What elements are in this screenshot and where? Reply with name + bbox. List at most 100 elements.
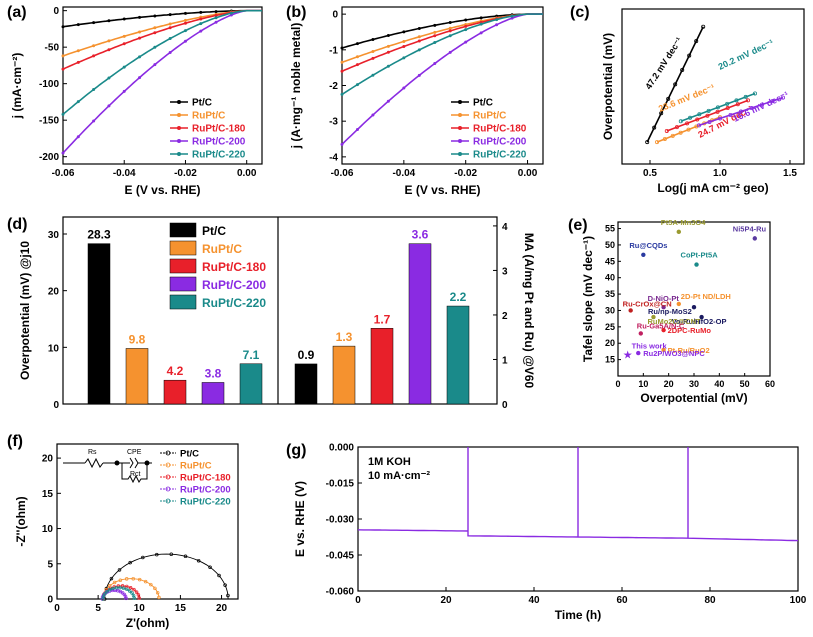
panel-a-series-marker <box>61 112 65 116</box>
panel-b-legend-label: Pt/C <box>473 98 493 109</box>
panel-a-legend-label: RuPt/C-200 <box>192 137 246 148</box>
panel-f-legend-label: Pt/C <box>180 449 199 460</box>
panel-a-series-marker <box>153 26 157 30</box>
panel-a-series-marker <box>168 22 172 26</box>
panel-b-series-marker <box>386 64 390 68</box>
panel-b-series-marker <box>479 31 483 35</box>
panel-c-marker <box>697 112 702 117</box>
panel-b-legend-marker <box>458 100 462 104</box>
panel-f-legend-label: RuPt/C-180 <box>180 473 231 484</box>
panel-d-ytick-right-label: 3 <box>502 266 508 277</box>
panel-c-marker <box>686 127 691 132</box>
panel-a-legend-label: RuPt/C-220 <box>192 150 246 161</box>
panel-a-series-marker <box>61 25 65 29</box>
panel-e-xlabel: Overpotential (mV) <box>640 391 747 405</box>
panel-a-series-marker <box>61 67 65 71</box>
panel-f-circuit-node <box>144 460 150 466</box>
panel-d-legend-label: Pt/C <box>202 224 226 238</box>
panel-c-marker <box>659 111 664 116</box>
panel-d-legend-swatch <box>169 222 197 238</box>
panel-a-series-marker <box>92 88 96 92</box>
panel-d-bar-overpotential <box>239 363 263 405</box>
panel-f-xtick-label: 5 <box>95 603 101 614</box>
panel-c-marker <box>695 117 700 122</box>
panel-d-legend-swatch <box>169 294 197 310</box>
panel-f-marker <box>112 580 117 585</box>
panel-a-series-marker <box>92 21 96 25</box>
panel-e-point <box>676 301 681 307</box>
panel-f-legend-label: RuPt/C-200 <box>180 485 231 496</box>
panel-g-xtick-label: 20 <box>440 595 452 606</box>
panel-b-series-marker <box>340 92 344 96</box>
panel-b-series-marker <box>340 142 344 146</box>
panel-c-slope-label: 16.6 mV dec⁻¹ <box>732 89 790 123</box>
panel-g-xtick-label: 100 <box>790 595 807 606</box>
panel-d-ytick-right-label: 1 <box>502 355 508 366</box>
panel-c-marker <box>734 98 739 103</box>
panel-label-6: (g) <box>286 442 306 459</box>
panel-c-xtick-label: 1.0 <box>713 168 727 179</box>
panel-b-series-marker <box>371 56 375 60</box>
panel-d-bar-label: 2.2 <box>450 290 467 304</box>
panel-e-point-label: RuMo2C@CNT <box>647 317 701 326</box>
panel-f-legend-label: RuPt/C-220 <box>180 497 231 508</box>
panel-b-series-marker <box>464 24 468 28</box>
panel-d-ylabel-left: Overpotential (mV) @j10 <box>18 241 32 380</box>
panel-f-circuit-resistor <box>84 457 104 469</box>
panel-e-point <box>661 327 666 333</box>
panel-a-legend-marker <box>177 126 181 130</box>
panel-b-series-marker <box>448 50 452 54</box>
panel-c-marker <box>697 123 702 128</box>
panel-d-legend-swatch <box>169 258 197 274</box>
panel-label-5: (f) <box>7 433 23 450</box>
panel-g-xlabel: Time (h) <box>555 608 601 622</box>
panel-c-marker <box>705 113 710 118</box>
panel-a-series-marker <box>107 104 111 108</box>
panel-e-point-label: Ni5P4-Ru <box>733 224 767 233</box>
panel-g-series-stability <box>357 447 799 542</box>
panel-a-xtick-label: -0.06 <box>52 168 75 179</box>
panel-c-marker <box>715 105 720 110</box>
panel-f-marker <box>107 588 112 592</box>
panel-d-bar-overpotential <box>125 348 149 405</box>
panel-d-legend-label: RuPt/C-220 <box>202 296 266 310</box>
panel-a-series-marker <box>138 15 142 19</box>
panel-f-ytick-label: 15 <box>42 489 54 500</box>
panel-e-point <box>699 314 704 320</box>
panel-b-legend-label: RuPt/C-220 <box>473 150 527 161</box>
panel-b-series-marker <box>479 16 483 20</box>
panel-f-marker <box>155 590 160 595</box>
panel-g-xtick-label: 40 <box>528 595 540 606</box>
panel-e-point <box>694 262 699 267</box>
panel-b-legend-label: RuPt/C-200 <box>473 137 527 148</box>
panel-f-marker <box>125 587 129 592</box>
panel-a-series-marker <box>76 23 80 27</box>
panel-b-series-marker <box>495 23 499 27</box>
panel-d-bar-overpotential <box>201 382 225 405</box>
panel-a-series-marker <box>92 54 96 58</box>
panel-d-bar-mass-activity <box>294 363 318 405</box>
panel-f-legend-marker <box>165 498 171 504</box>
panel-d-legend-label: RuPt/C <box>202 242 242 256</box>
panel-d-legend-swatch <box>169 240 197 256</box>
panel-d-bar-mass-activity <box>446 305 470 405</box>
panel-e-point-label: 2D-Pt ND/LDH <box>681 292 731 301</box>
panel-b-series-marker <box>340 46 344 50</box>
panel-d-ytick-right-label: 0 <box>502 400 508 411</box>
panel-b-ytick-label: -3 <box>329 117 338 128</box>
panel-e-point-label: 2DPC-RuMo <box>668 326 712 335</box>
panel-a-legend-label: Pt/C <box>192 98 212 109</box>
panel-d-bar-overpotential <box>87 243 111 405</box>
panel-f-marker <box>223 583 227 587</box>
panel-a-xtick-label: 0.00 <box>237 168 257 179</box>
panel-a-series-marker <box>183 18 187 22</box>
panel-a-series-marker <box>214 10 218 14</box>
panel-b-xlabel: E (V vs. RHE) <box>404 183 480 197</box>
panel-d-bar-mass-activity <box>370 328 394 405</box>
panel-g-ytick-label: -0.015 <box>326 479 355 490</box>
panel-f-marker <box>117 568 122 572</box>
panel-a-series-marker <box>199 29 203 33</box>
panel-b-series-marker <box>355 127 359 131</box>
panel-a-series-marker <box>168 13 172 17</box>
panel-a-series-marker <box>138 55 142 59</box>
